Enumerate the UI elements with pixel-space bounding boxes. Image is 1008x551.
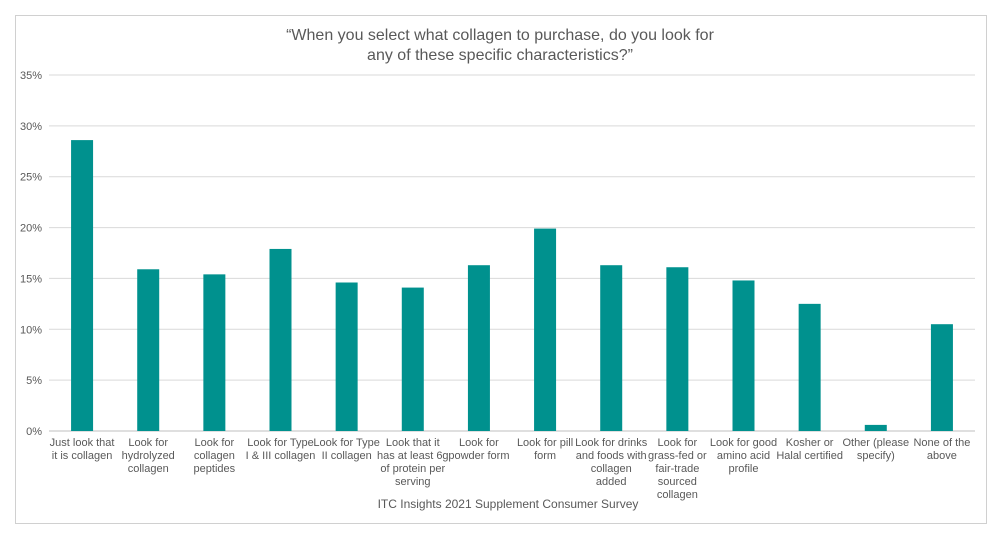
x-tick-label: Look for Type [313,437,379,449]
bar [798,303,821,431]
bar [534,228,557,431]
x-axis-title: ITC Insights 2021 Supplement Consumer Su… [378,497,639,511]
bar [467,265,490,431]
x-tick-label: collagen [128,463,169,475]
bar [203,274,226,431]
x-tick-label: Look for good [710,437,777,449]
x-tick-label: Look for [128,437,168,449]
x-tick-label: form [534,450,556,462]
x-tick-label: collagen [657,489,698,501]
x-tick-label: Other (please [842,437,909,449]
bar [600,265,623,431]
x-tick-label: above [927,450,957,462]
x-tick-label: I & III collagen [246,450,316,462]
x-tick-label: specify) [857,450,895,462]
x-tick-label: Look for drinks [575,437,648,449]
x-tick-label: II collagen [322,450,372,462]
bar [930,324,953,431]
x-tick-label: added [596,476,627,488]
x-tick-label: grass-fed or [648,450,707,462]
bar [401,287,424,431]
x-tick-label: None of the [913,437,970,449]
bar [71,140,94,431]
bar [666,267,689,431]
chart-title: “When you select what collagen to purcha… [286,27,714,44]
x-tick-label: Look for [194,437,234,449]
y-tick-label: 0% [26,426,42,438]
x-tick-label: Look for [657,437,697,449]
x-tick-label: Look for [459,437,499,449]
y-tick-label: 35% [20,70,42,82]
x-tick-label: collagen [591,463,632,475]
chart-frame [15,15,987,524]
x-tick-label: fair-trade [655,463,699,475]
x-tick-label: amino acid [717,450,770,462]
x-tick-label: it is collagen [52,450,113,462]
y-tick-label: 15% [20,273,42,285]
bar [732,280,755,431]
x-tick-label: Look for pill [517,437,573,449]
x-tick-label: profile [729,463,759,475]
x-tick-label: collagen [194,450,235,462]
y-tick-label: 5% [26,375,42,387]
x-tick-label: Just look that [50,437,115,449]
x-tick-label: Look for Type [247,437,313,449]
x-tick-label: Halal certified [776,450,843,462]
x-tick-label: hydrolyzed [122,450,175,462]
x-tick-label: peptides [194,463,236,475]
bar [269,248,292,431]
x-tick-label: serving [395,476,430,488]
x-tick-label: Look that it [386,437,440,449]
bar [335,282,358,431]
y-tick-label: 30% [20,121,42,133]
bar [137,269,160,431]
x-tick-label: has at least 6g [377,450,449,462]
y-tick-label: 10% [20,324,42,336]
x-tick-label: powder form [448,450,509,462]
bar [864,424,887,431]
y-tick-label: 25% [20,172,42,184]
x-tick-label: and foods with [576,450,647,462]
x-tick-label: sourced [658,476,697,488]
x-tick-label: of protein per [380,463,445,475]
y-tick-label: 20% [20,223,42,235]
chart-title: any of these specific characteristics?” [367,47,633,64]
x-tick-label: Kosher or [786,437,834,449]
